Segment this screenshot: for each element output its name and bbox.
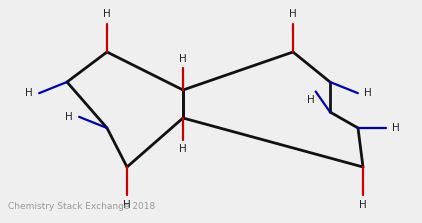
Text: Chemistry Stack Exchange 2018: Chemistry Stack Exchange 2018 (8, 202, 155, 211)
Text: H: H (289, 9, 297, 19)
Text: H: H (25, 88, 33, 98)
Text: H: H (179, 54, 187, 64)
Text: H: H (364, 88, 372, 98)
Text: H: H (103, 9, 111, 19)
Text: H: H (307, 95, 314, 105)
Text: H: H (179, 144, 187, 154)
Text: H: H (123, 200, 131, 210)
Text: H: H (65, 112, 73, 122)
Text: H: H (359, 200, 367, 210)
Text: H: H (392, 123, 400, 133)
